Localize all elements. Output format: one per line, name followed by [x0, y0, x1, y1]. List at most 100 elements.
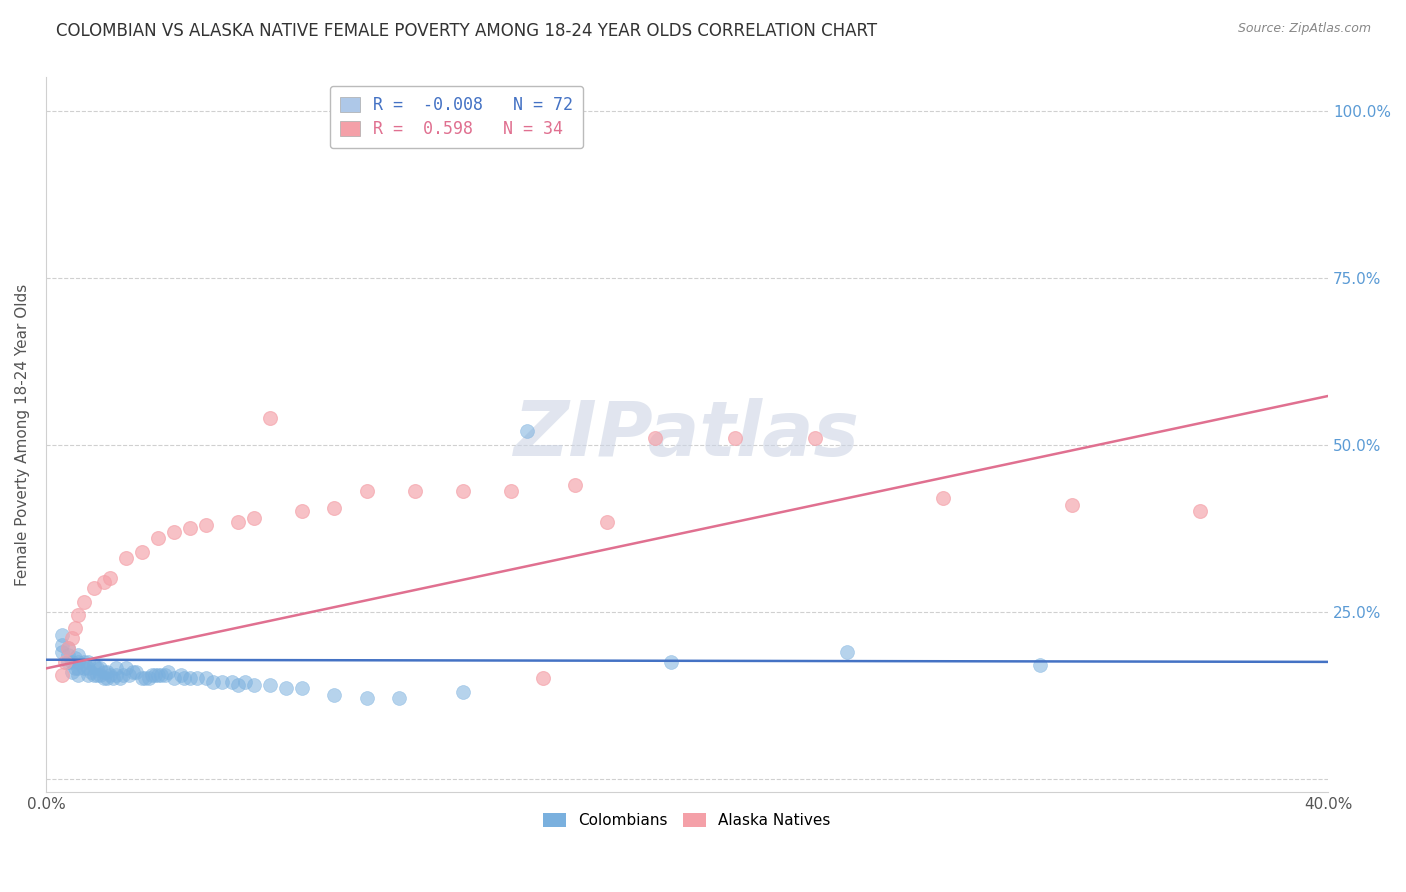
Point — [221, 674, 243, 689]
Point — [724, 431, 747, 445]
Point — [73, 661, 96, 675]
Point — [53, 655, 76, 669]
Point — [51, 645, 73, 659]
Point — [932, 491, 955, 505]
Point — [141, 668, 163, 682]
Point — [73, 594, 96, 608]
Point — [291, 681, 314, 696]
Point — [211, 674, 233, 689]
Point — [121, 665, 143, 679]
Point — [66, 668, 89, 682]
Point — [1060, 498, 1083, 512]
Point — [153, 668, 176, 682]
Point — [143, 668, 166, 682]
Point — [115, 551, 138, 566]
Text: ZIPatlas: ZIPatlas — [515, 398, 860, 472]
Point — [58, 655, 80, 669]
Point — [259, 678, 281, 692]
Point — [60, 655, 83, 669]
Point — [451, 685, 474, 699]
Point — [404, 484, 426, 499]
Point — [186, 672, 208, 686]
Point — [93, 665, 115, 679]
Point — [73, 655, 96, 669]
Point — [76, 668, 98, 682]
Point — [111, 668, 134, 682]
Point — [58, 648, 80, 662]
Point — [323, 688, 346, 702]
Point — [118, 668, 141, 682]
Point — [179, 521, 201, 535]
Point — [195, 517, 218, 532]
Point — [89, 661, 111, 675]
Point — [108, 672, 131, 686]
Point — [66, 648, 89, 662]
Point — [179, 672, 201, 686]
Point — [66, 655, 89, 669]
Point — [98, 571, 121, 585]
Point — [163, 672, 186, 686]
Point — [58, 641, 80, 656]
Y-axis label: Female Poverty Among 18-24 Year Olds: Female Poverty Among 18-24 Year Olds — [15, 284, 30, 586]
Point — [66, 607, 89, 622]
Point — [63, 661, 86, 675]
Point — [66, 661, 89, 675]
Point — [146, 668, 169, 682]
Point — [837, 645, 859, 659]
Point — [276, 681, 298, 696]
Point — [201, 674, 224, 689]
Point — [131, 672, 153, 686]
Point — [103, 672, 125, 686]
Point — [86, 668, 108, 682]
Point — [387, 691, 409, 706]
Point — [356, 691, 378, 706]
Point — [96, 672, 118, 686]
Point — [659, 655, 682, 669]
Point — [98, 668, 121, 682]
Point — [63, 621, 86, 635]
Point — [173, 672, 195, 686]
Point — [1028, 658, 1050, 673]
Point — [83, 582, 105, 596]
Point — [156, 665, 179, 679]
Point — [226, 515, 249, 529]
Point — [531, 672, 554, 686]
Point — [51, 668, 73, 682]
Point — [804, 431, 827, 445]
Point — [51, 628, 73, 642]
Point — [96, 665, 118, 679]
Point — [499, 484, 522, 499]
Point — [516, 425, 538, 439]
Point — [93, 672, 115, 686]
Point — [564, 477, 586, 491]
Point — [76, 655, 98, 669]
Point — [93, 574, 115, 589]
Text: Source: ZipAtlas.com: Source: ZipAtlas.com — [1237, 22, 1371, 36]
Point — [291, 504, 314, 518]
Point — [1188, 504, 1211, 518]
Text: COLOMBIAN VS ALASKA NATIVE FEMALE POVERTY AMONG 18-24 YEAR OLDS CORRELATION CHAR: COLOMBIAN VS ALASKA NATIVE FEMALE POVERT… — [56, 22, 877, 40]
Point — [644, 431, 666, 445]
Point — [243, 511, 266, 525]
Point — [134, 672, 156, 686]
Point — [83, 668, 105, 682]
Point — [60, 665, 83, 679]
Point — [60, 632, 83, 646]
Point — [51, 638, 73, 652]
Point — [131, 544, 153, 558]
Point — [115, 661, 138, 675]
Point — [259, 411, 281, 425]
Point — [233, 674, 256, 689]
Point — [83, 658, 105, 673]
Point — [63, 651, 86, 665]
Point — [169, 668, 191, 682]
Point — [58, 641, 80, 656]
Point — [80, 665, 103, 679]
Legend: Colombians, Alaska Natives: Colombians, Alaska Natives — [537, 807, 837, 834]
Point — [163, 524, 186, 539]
Point — [195, 672, 218, 686]
Point — [323, 501, 346, 516]
Point — [105, 661, 128, 675]
Point — [243, 678, 266, 692]
Point — [105, 668, 128, 682]
